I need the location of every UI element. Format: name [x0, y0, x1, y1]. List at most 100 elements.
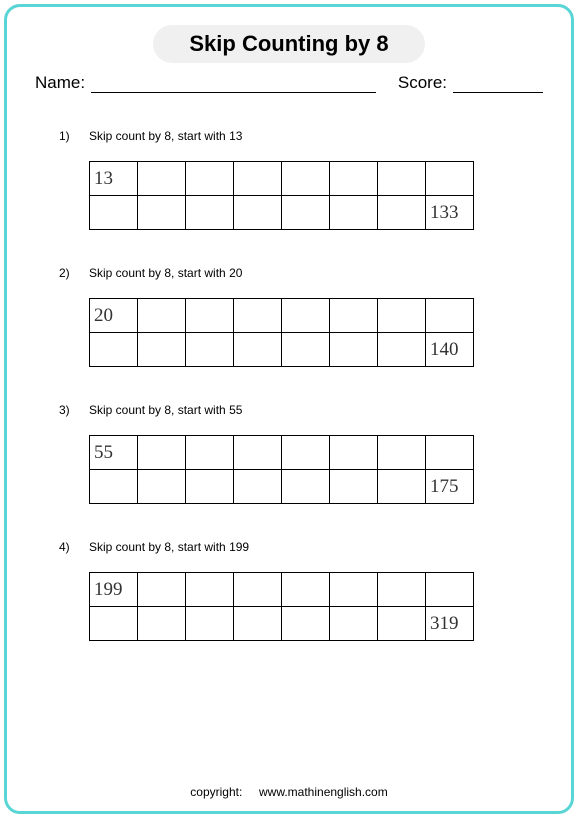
- problem-instruction: Skip count by 8, start with 20: [89, 266, 242, 280]
- grid-cell[interactable]: 55: [90, 436, 138, 470]
- grid-cell[interactable]: [138, 333, 186, 367]
- score-label: Score:: [398, 73, 447, 93]
- grid-cell[interactable]: [378, 299, 426, 333]
- grid-cell[interactable]: [378, 162, 426, 196]
- grid-cell[interactable]: [330, 607, 378, 641]
- problem-head: 1) Skip count by 8, start with 13: [59, 129, 519, 143]
- problem-head: 4) Skip count by 8, start with 199: [59, 540, 519, 554]
- grid-cell[interactable]: [378, 436, 426, 470]
- grid-cell[interactable]: [282, 196, 330, 230]
- grid-cell[interactable]: [282, 436, 330, 470]
- grid-cell[interactable]: [186, 196, 234, 230]
- page-border: Skip Counting by 8 Name: Score: 1) Skip c…: [4, 4, 574, 814]
- grid-cell[interactable]: [90, 196, 138, 230]
- grid-cell[interactable]: [330, 573, 378, 607]
- grid-cell[interactable]: [330, 196, 378, 230]
- grid-cell[interactable]: [378, 573, 426, 607]
- grid-cell[interactable]: [234, 196, 282, 230]
- problem: 1) Skip count by 8, start with 13 13 133: [59, 129, 519, 230]
- name-input-line[interactable]: [91, 74, 376, 93]
- grid-cell[interactable]: [330, 162, 378, 196]
- grid-cell[interactable]: [426, 299, 474, 333]
- grid-cell[interactable]: [378, 196, 426, 230]
- grid-cell[interactable]: [186, 470, 234, 504]
- grid-cell[interactable]: [282, 573, 330, 607]
- grid-row: 20: [90, 299, 474, 333]
- grid-cell[interactable]: [234, 162, 282, 196]
- grid-row: 199: [90, 573, 474, 607]
- grid-cell[interactable]: 20: [90, 299, 138, 333]
- skip-count-grid: 13 133: [89, 161, 474, 230]
- grid-cell[interactable]: [138, 299, 186, 333]
- problem-number: 1): [59, 129, 75, 143]
- grid-row: 140: [90, 333, 474, 367]
- problem-number: 3): [59, 403, 75, 417]
- grid-cell[interactable]: [90, 470, 138, 504]
- skip-count-grid: 20 140: [89, 298, 474, 367]
- grid-cell[interactable]: [378, 607, 426, 641]
- grid-cell[interactable]: [186, 607, 234, 641]
- grid-cell[interactable]: [186, 162, 234, 196]
- grid-cell[interactable]: [330, 299, 378, 333]
- grid-cell[interactable]: [282, 333, 330, 367]
- grid-cell[interactable]: [282, 470, 330, 504]
- title-container: Skip Counting by 8: [35, 25, 543, 63]
- grid-cell[interactable]: [330, 470, 378, 504]
- grid-cell[interactable]: [138, 196, 186, 230]
- grid-row: 319: [90, 607, 474, 641]
- grid-row: 13: [90, 162, 474, 196]
- grid-cell[interactable]: 175: [426, 470, 474, 504]
- header-row: Name: Score:: [35, 73, 543, 93]
- problem-instruction: Skip count by 8, start with 13: [89, 129, 242, 143]
- problem-instruction: Skip count by 8, start with 199: [89, 540, 249, 554]
- problem-head: 3) Skip count by 8, start with 55: [59, 403, 519, 417]
- grid-cell[interactable]: [378, 333, 426, 367]
- grid-cell[interactable]: [90, 333, 138, 367]
- problems-container: 1) Skip count by 8, start with 13 13 133 2) S…: [35, 129, 543, 641]
- grid-cell[interactable]: [234, 299, 282, 333]
- grid-cell[interactable]: 133: [426, 196, 474, 230]
- grid-cell[interactable]: [330, 436, 378, 470]
- grid-cell[interactable]: [186, 436, 234, 470]
- grid-cell[interactable]: 13: [90, 162, 138, 196]
- grid-cell[interactable]: [234, 607, 282, 641]
- skip-count-grid: 55 175: [89, 435, 474, 504]
- grid-cell[interactable]: [90, 607, 138, 641]
- problem-number: 4): [59, 540, 75, 554]
- grid-cell[interactable]: [138, 470, 186, 504]
- skip-count-grid: 199 319: [89, 572, 474, 641]
- grid-cell[interactable]: [234, 470, 282, 504]
- problem: 4) Skip count by 8, start with 199 199 319: [59, 540, 519, 641]
- grid-cell[interactable]: [282, 299, 330, 333]
- grid-cell[interactable]: [426, 436, 474, 470]
- problem: 2) Skip count by 8, start with 20 20 140: [59, 266, 519, 367]
- worksheet-title: Skip Counting by 8: [153, 25, 424, 63]
- problem-head: 2) Skip count by 8, start with 20: [59, 266, 519, 280]
- grid-cell[interactable]: [138, 607, 186, 641]
- grid-cell[interactable]: [378, 470, 426, 504]
- grid-cell[interactable]: [138, 573, 186, 607]
- grid-cell[interactable]: [186, 299, 234, 333]
- grid-row: 175: [90, 470, 474, 504]
- grid-cell[interactable]: [186, 333, 234, 367]
- grid-cell[interactable]: [234, 333, 282, 367]
- problem-instruction: Skip count by 8, start with 55: [89, 403, 242, 417]
- grid-cell[interactable]: [234, 436, 282, 470]
- grid-cell[interactable]: 319: [426, 607, 474, 641]
- grid-cell[interactable]: [426, 162, 474, 196]
- problem-number: 2): [59, 266, 75, 280]
- grid-cell[interactable]: [138, 436, 186, 470]
- grid-cell[interactable]: [282, 162, 330, 196]
- grid-cell[interactable]: 199: [90, 573, 138, 607]
- grid-cell[interactable]: [234, 573, 282, 607]
- grid-cell[interactable]: [282, 607, 330, 641]
- grid-cell[interactable]: [186, 573, 234, 607]
- name-label: Name:: [35, 73, 85, 93]
- grid-cell[interactable]: [330, 333, 378, 367]
- score-input-line[interactable]: [453, 74, 543, 93]
- grid-cell[interactable]: 140: [426, 333, 474, 367]
- grid-cell[interactable]: [426, 573, 474, 607]
- copyright-label: copyright:: [190, 785, 242, 799]
- grid-cell[interactable]: [138, 162, 186, 196]
- footer: copyright: www.mathinenglish.com: [7, 785, 571, 799]
